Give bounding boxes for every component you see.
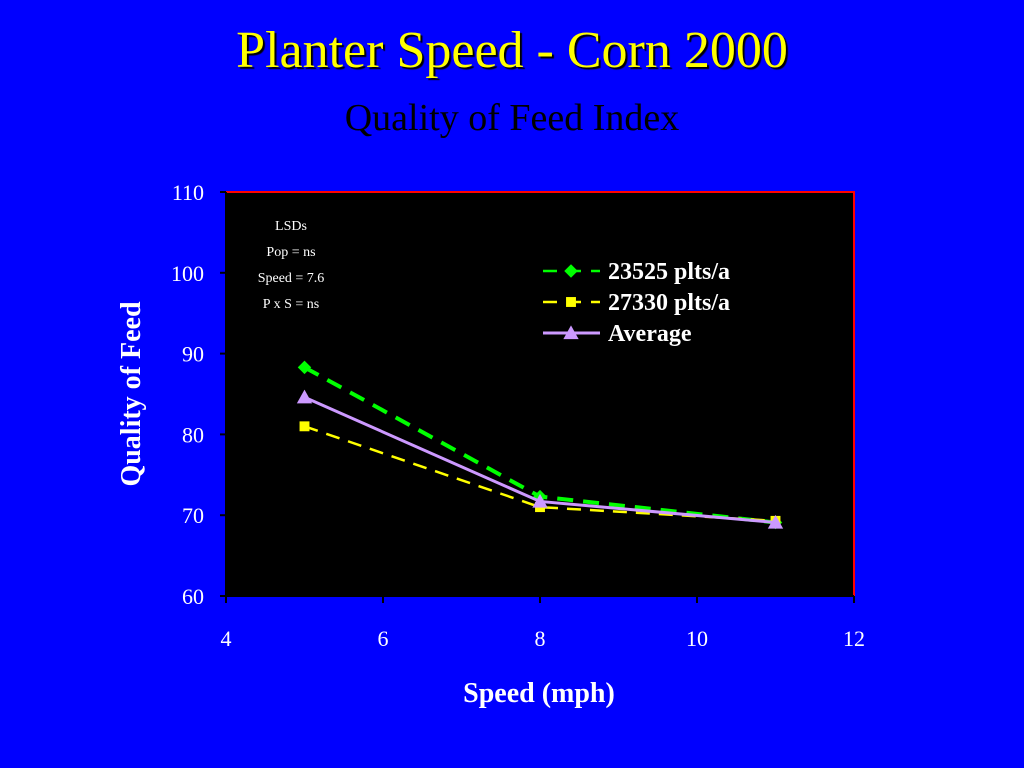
annotation-line: Pop = ns <box>266 245 315 260</box>
lsd-annotation: LSDs Pop = ns Speed = 7.6 P x S = ns <box>258 219 325 312</box>
y-axis-label: Quality of Feed <box>116 301 147 487</box>
legend-label: 23525 plts/a <box>608 259 730 285</box>
legend-entry: Average <box>543 321 692 347</box>
data-point <box>296 389 313 404</box>
x-tick-label: 10 <box>686 626 708 651</box>
legend-label: Average <box>608 321 692 347</box>
y-tick-label: 60 <box>182 584 204 609</box>
y-tick-label: 100 <box>171 261 204 286</box>
axes: 60 70 80 90 100 110 4 6 8 10 12 <box>171 180 865 651</box>
slide-title: Planter Speed - Corn 2000 <box>236 22 788 79</box>
legend-entry: 27330 plts/a <box>543 290 730 316</box>
x-axis-label: Speed (mph) <box>463 678 615 709</box>
x-tick-label: 4 <box>221 626 232 651</box>
series-layer <box>296 360 784 530</box>
legend-marker <box>563 325 579 340</box>
annotation-line: LSDs <box>275 219 307 234</box>
data-point <box>297 360 312 375</box>
y-tick-label: 110 <box>172 180 204 205</box>
plot-area <box>225 191 855 597</box>
data-point <box>532 493 548 508</box>
annotation-line: Speed = 7.6 <box>258 271 325 286</box>
y-tick-label: 80 <box>182 422 204 447</box>
slide-subtitle: Quality of Feed Index <box>344 97 680 139</box>
legend-marker <box>564 264 578 278</box>
data-point <box>299 421 310 432</box>
legend-marker <box>566 297 576 307</box>
series-line <box>304 425 776 523</box>
y-tick-label: 90 <box>182 342 204 367</box>
data-point <box>767 514 784 529</box>
x-tick-label: 6 <box>378 626 389 651</box>
legend-label: 27330 plts/a <box>608 290 730 316</box>
x-tick-label: 8 <box>535 626 546 651</box>
legend: 23525 plts/a 27330 plts/a Average <box>543 259 730 347</box>
series-3 <box>296 389 784 529</box>
annotation-line: P x S = ns <box>263 297 319 312</box>
x-tick-label: 12 <box>843 626 865 651</box>
legend-entry: 23525 plts/a <box>543 259 730 285</box>
y-tick-label: 70 <box>182 503 204 528</box>
